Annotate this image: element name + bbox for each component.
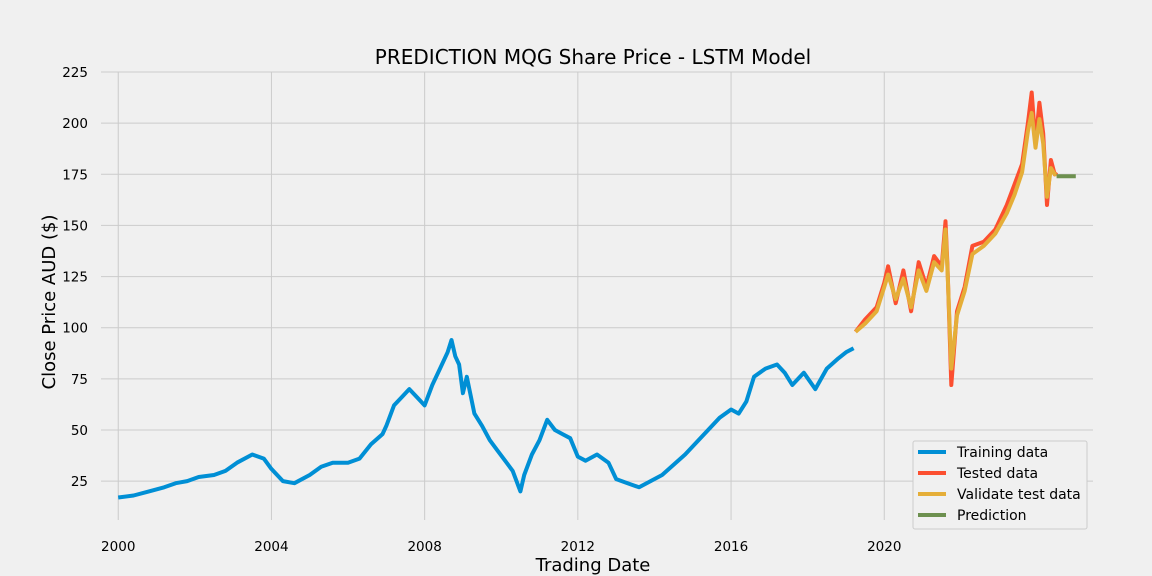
series-line-validate bbox=[854, 110, 1057, 371]
y-tick-label: 25 bbox=[71, 474, 88, 490]
x-tick-labels: 2000 2004 2008 2012 2016 2020 bbox=[101, 539, 901, 555]
x-tick-label: 2000 bbox=[101, 539, 135, 555]
x-tick-label: 2016 bbox=[714, 539, 748, 555]
legend-label-prediction: Prediction bbox=[957, 508, 1027, 524]
y-tick-labels: 25 50 75 100 125 150 175 200 225 bbox=[62, 65, 88, 490]
chart-title: PREDICTION MQG Share Price - LSTM Model bbox=[375, 45, 811, 69]
x-tick-label: 2008 bbox=[407, 539, 441, 555]
y-tick-label: 150 bbox=[62, 218, 88, 234]
y-tick-label: 75 bbox=[71, 372, 88, 388]
y-tick-label: 225 bbox=[62, 65, 88, 81]
legend-label-training: Training data bbox=[956, 445, 1048, 461]
legend-box bbox=[912, 440, 1088, 530]
legend: Training data Tested data Validate test da… bbox=[912, 440, 1088, 530]
x-tick-label: 2004 bbox=[254, 539, 288, 555]
y-tick-label: 125 bbox=[62, 270, 88, 286]
x-tick-label: 2012 bbox=[561, 539, 595, 555]
y-tick-label: 50 bbox=[71, 423, 88, 439]
legend-label-validate: Validate test data bbox=[957, 487, 1081, 503]
y-tick-label: 100 bbox=[62, 321, 88, 337]
y-tick-label: 175 bbox=[62, 167, 88, 183]
legend-label-tested: Tested data bbox=[956, 466, 1038, 482]
y-axis-label: Close Price AUD ($) bbox=[39, 215, 60, 390]
x-axis-label: Trading Date bbox=[535, 555, 651, 576]
y-tick-label: 200 bbox=[62, 116, 88, 132]
series-lines bbox=[117, 90, 1076, 500]
series-line-training bbox=[117, 338, 855, 500]
x-tick-label: 2020 bbox=[867, 539, 901, 555]
